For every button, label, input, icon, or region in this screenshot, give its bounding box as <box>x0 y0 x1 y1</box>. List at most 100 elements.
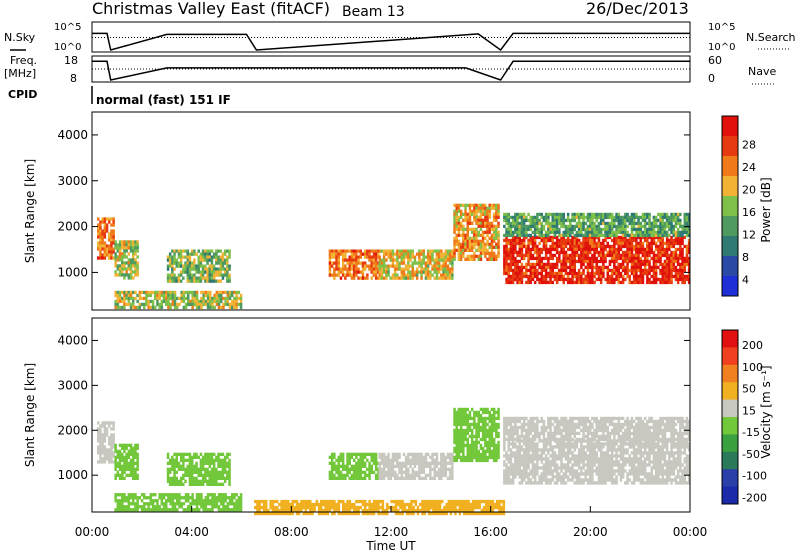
heatmap-cell <box>497 215 500 219</box>
heatmap-cell <box>468 410 472 415</box>
heatmap-cell <box>479 233 483 237</box>
heatmap-cell <box>470 203 474 207</box>
heatmap-cell <box>595 233 598 238</box>
heatmap-cell <box>168 261 172 265</box>
heatmap-cell <box>211 302 214 307</box>
heatmap-cell <box>617 253 620 258</box>
heatmap-cell <box>564 238 568 243</box>
heatmap-cell <box>516 241 519 246</box>
heatmap-cell <box>495 422 498 427</box>
heatmap-cell <box>560 475 563 479</box>
heatmap-cell <box>186 252 189 256</box>
heatmap-cell <box>542 442 546 446</box>
heatmap-cell <box>597 250 601 255</box>
heatmap-cell <box>140 302 144 307</box>
heatmap-cell <box>665 247 669 252</box>
heatmap-cell <box>516 212 519 217</box>
heatmap-cell <box>503 481 506 485</box>
heatmap-cell <box>488 419 491 424</box>
heatmap-cell <box>231 290 234 295</box>
heatmap-cell <box>177 249 181 253</box>
heatmap-cell <box>132 493 135 497</box>
heatmap-cell <box>118 258 122 262</box>
heatmap-cell <box>127 496 131 500</box>
heatmap-cell <box>210 479 214 483</box>
heatmap-cell <box>547 224 550 229</box>
heatmap-cell <box>372 458 376 462</box>
heatmap-cell <box>114 496 117 500</box>
heatmap-cell <box>226 505 230 509</box>
heatmap-cell <box>391 470 395 474</box>
heatmap-cell <box>536 451 539 455</box>
heatmap-cell <box>575 212 579 217</box>
heatmap-cell <box>402 267 406 271</box>
heatmap-cell <box>134 270 137 274</box>
heatmap-cell <box>553 460 557 464</box>
heatmap-cell <box>224 302 227 307</box>
heatmap-cell <box>518 475 521 479</box>
heatmap-cell <box>459 245 463 249</box>
heatmap-cell <box>527 238 530 243</box>
heatmap-cell <box>663 250 667 255</box>
heatmap-cell <box>520 460 524 464</box>
heatmap-cell <box>156 293 159 298</box>
heatmap-cell <box>538 221 541 226</box>
heatmap-cell <box>654 244 658 249</box>
heatmap-cell <box>615 259 618 264</box>
heatmap-cell <box>586 277 590 282</box>
heatmap-cell <box>679 244 682 249</box>
heatmap-cell <box>426 255 430 259</box>
heatmap-cell <box>462 224 465 228</box>
heatmap-cell <box>108 235 111 239</box>
heatmap-cell <box>208 476 211 480</box>
heatmap-cell <box>357 476 360 480</box>
heatmap-cell <box>462 416 465 421</box>
heatmap-cell <box>176 305 179 310</box>
heatmap-cell <box>511 463 515 467</box>
heatmap-cell <box>136 452 139 456</box>
heatmap-cell <box>505 221 508 226</box>
heatmap-cell <box>459 422 463 427</box>
heatmap-cell <box>628 250 631 255</box>
heatmap-cell <box>348 476 351 480</box>
heatmap-cell <box>511 466 515 470</box>
heatmap-cell <box>538 253 541 258</box>
heatmap-cell <box>564 469 568 473</box>
heatmap-cell <box>553 244 557 249</box>
heatmap-cell <box>518 463 521 467</box>
heatmap-cell <box>138 293 142 298</box>
heatmap-cell <box>544 442 548 446</box>
heatmap-cell <box>621 224 625 229</box>
heatmap-cell <box>398 255 401 259</box>
heatmap-cell <box>663 253 667 258</box>
heatmap-cell <box>464 212 467 216</box>
heatmap-cell <box>507 241 510 246</box>
heatmap-cell <box>597 221 601 226</box>
heatmap-cell <box>606 244 609 249</box>
heatmap-cell <box>97 223 100 227</box>
y-tick-label: 3000 <box>57 174 88 188</box>
heatmap-cell <box>215 499 219 503</box>
heatmap-cell <box>121 467 124 471</box>
heatmap-cell <box>173 258 176 262</box>
heatmap-cell <box>514 250 517 255</box>
heatmap-cell <box>123 302 126 307</box>
heatmap-cell <box>129 261 133 265</box>
heatmap-cell <box>547 230 550 235</box>
heatmap-cell <box>337 273 340 277</box>
heatmap-cell <box>562 280 565 285</box>
heatmap-cell <box>121 299 124 304</box>
heatmap-cell <box>424 261 428 265</box>
heatmap-cell <box>350 455 354 459</box>
heatmap-cell <box>457 422 461 427</box>
heatmap-cell <box>484 230 487 234</box>
heatmap-cell <box>156 302 159 307</box>
heatmap-cell <box>374 458 378 462</box>
heatmap-cell <box>99 433 102 437</box>
heatmap-cell <box>442 464 445 468</box>
heatmap-cell <box>674 250 678 255</box>
heatmap-cell <box>619 218 623 223</box>
heatmap-cell <box>366 458 369 462</box>
heatmap-cell <box>151 305 155 310</box>
heatmap-cell <box>129 249 133 253</box>
